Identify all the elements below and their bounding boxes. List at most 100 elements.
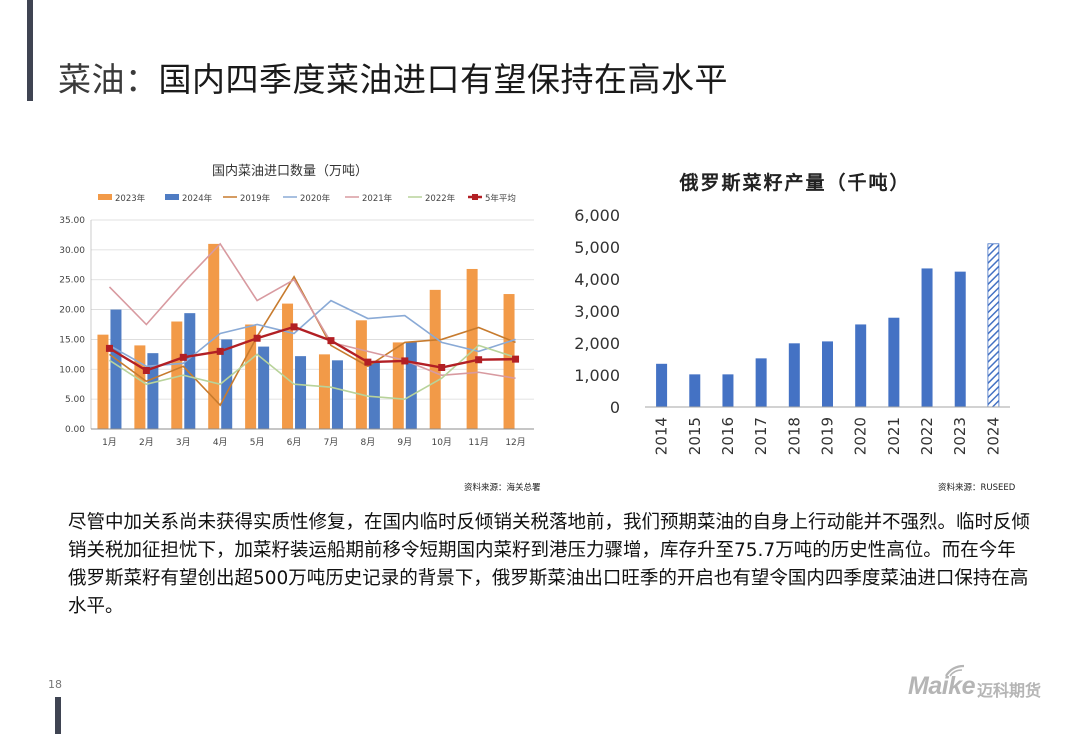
y-tick-label: 30.00 bbox=[59, 246, 85, 256]
x-tick-label: 2020 bbox=[852, 417, 870, 455]
bar-2023年 bbox=[134, 345, 146, 429]
x-tick-label: 2017 bbox=[752, 417, 770, 455]
bar bbox=[656, 363, 668, 407]
avg-marker bbox=[438, 363, 446, 371]
bar-2024年 bbox=[295, 356, 307, 429]
avg-marker bbox=[179, 353, 187, 361]
bar-2023年 bbox=[355, 320, 367, 429]
legend-label: 2022年 bbox=[425, 193, 456, 204]
accent-bar-bottom bbox=[55, 697, 61, 734]
avg-marker bbox=[253, 334, 261, 342]
x-tick-label: 4月 bbox=[213, 437, 228, 448]
x-tick-label: 10月 bbox=[431, 437, 451, 448]
bar-2024年 bbox=[110, 309, 122, 429]
bar-2024年 bbox=[368, 362, 380, 429]
import-chart-source: 资料来源：海关总署 bbox=[464, 483, 541, 493]
legend-marker bbox=[472, 194, 478, 200]
bar bbox=[888, 317, 900, 407]
avg-marker bbox=[290, 323, 298, 331]
bar-2023年 bbox=[245, 324, 257, 429]
avg-marker bbox=[475, 356, 483, 364]
x-tick-label: 7月 bbox=[324, 437, 339, 448]
bar-2023年 bbox=[318, 354, 330, 429]
bar-2023年 bbox=[429, 289, 441, 429]
import-volume-chart: 2023年 2024年 2019年 2020年 2021年 2022年 5年平均 0.00 5.… bbox=[59, 193, 534, 448]
x-tick-label: 2024 bbox=[984, 417, 1002, 455]
bar bbox=[722, 374, 734, 407]
bar bbox=[921, 268, 933, 407]
x-tick-label: 2023 bbox=[951, 417, 969, 455]
bar bbox=[822, 341, 833, 407]
x-tick-label: 2022 bbox=[918, 417, 936, 455]
x-tick-label: 2014 bbox=[653, 417, 671, 455]
y-tick-label: 5,000 bbox=[574, 238, 620, 257]
x-tick-label: 2016 bbox=[719, 417, 737, 455]
y-tick-label: 1,000 bbox=[574, 366, 620, 385]
bar-forecast bbox=[987, 243, 1000, 408]
title-main: 国内四季度菜油进口有望保持在高水平 bbox=[158, 60, 728, 99]
avg-marker bbox=[327, 337, 335, 345]
bar-2024年 bbox=[184, 313, 196, 429]
y-tick-label: 3,000 bbox=[574, 302, 620, 321]
legend-label: 2023年 bbox=[115, 193, 146, 204]
y-tick-label: 15.00 bbox=[59, 335, 85, 345]
y-tick-label: 6,000 bbox=[574, 206, 620, 225]
russia-chart-title: 俄罗斯菜籽产量（千吨） bbox=[679, 172, 911, 194]
bar bbox=[689, 374, 701, 407]
legend-label: 2019年 bbox=[240, 193, 271, 204]
bar-2023年 bbox=[97, 334, 109, 429]
x-tick-label: 1月 bbox=[102, 437, 117, 448]
legend-label: 2020年 bbox=[300, 193, 331, 204]
bar bbox=[855, 324, 867, 407]
x-tick-label: 2021 bbox=[885, 417, 903, 455]
bar-2024年 bbox=[147, 353, 159, 429]
page-number: 18 bbox=[48, 678, 62, 691]
bar-2024年 bbox=[221, 339, 233, 429]
body-paragraph: 尽管中加关系尚未获得实质性修复，在国内临时反倾销关税落地前，我们预期菜油的自身上… bbox=[68, 512, 1031, 617]
y-tick-label: 4,000 bbox=[574, 270, 620, 289]
avg-marker bbox=[216, 347, 224, 355]
x-tick-label: 2018 bbox=[785, 417, 803, 455]
logo-chinese-text: 迈科期货 bbox=[976, 680, 1041, 700]
x-tick-label: 12月 bbox=[505, 437, 525, 448]
x-tick-label: 8月 bbox=[361, 437, 376, 448]
legend-label: 2021年 bbox=[362, 193, 393, 204]
bar-2024年 bbox=[405, 341, 417, 429]
avg-marker bbox=[142, 366, 150, 374]
x-tick-label: 3月 bbox=[176, 437, 191, 448]
x-tick-label: 2月 bbox=[139, 437, 154, 448]
y-tick-label: 20.00 bbox=[59, 306, 85, 316]
avg-marker bbox=[105, 344, 113, 352]
avg-marker bbox=[512, 355, 520, 363]
legend-swatch bbox=[98, 194, 112, 200]
logo-mark-icon bbox=[945, 664, 965, 677]
x-tick-label: 2015 bbox=[686, 417, 704, 455]
import-chart-title: 国内菜油进口数量（万吨） bbox=[211, 164, 368, 179]
title-prefix: 菜油： bbox=[58, 60, 159, 99]
russia-chart-source: 资料来源：RUSEED bbox=[938, 483, 1016, 493]
y-tick-label: 10.00 bbox=[59, 365, 85, 375]
y-tick-label: 5.00 bbox=[65, 395, 85, 405]
line-5年平均 bbox=[108, 325, 516, 372]
y-tick-label: 0 bbox=[610, 398, 620, 417]
bar bbox=[788, 343, 800, 407]
x-tick-label: 11月 bbox=[468, 437, 488, 448]
legend-label: 5年平均 bbox=[485, 193, 516, 204]
avg-marker bbox=[364, 358, 372, 366]
page-title: 菜油：国内四季度菜油进口有望保持在高水平 bbox=[58, 58, 728, 102]
y-tick-label: 0.00 bbox=[65, 425, 85, 435]
bar-2023年 bbox=[171, 321, 183, 429]
y-tick-label: 2,000 bbox=[574, 334, 620, 353]
legend-label: 2024年 bbox=[182, 193, 213, 204]
line-2022年 bbox=[109, 344, 516, 400]
legend-swatch bbox=[165, 194, 179, 200]
bar-2023年 bbox=[208, 243, 220, 429]
bar-2023年 bbox=[503, 294, 515, 429]
x-tick-label: 5月 bbox=[250, 437, 265, 448]
bar bbox=[755, 358, 767, 407]
bar-2024年 bbox=[258, 346, 270, 429]
x-tick-label: 2019 bbox=[819, 417, 837, 455]
logo-latin-text: Maike bbox=[908, 672, 975, 700]
line-2021年 bbox=[108, 242, 516, 380]
accent-bar-top bbox=[27, 0, 33, 101]
